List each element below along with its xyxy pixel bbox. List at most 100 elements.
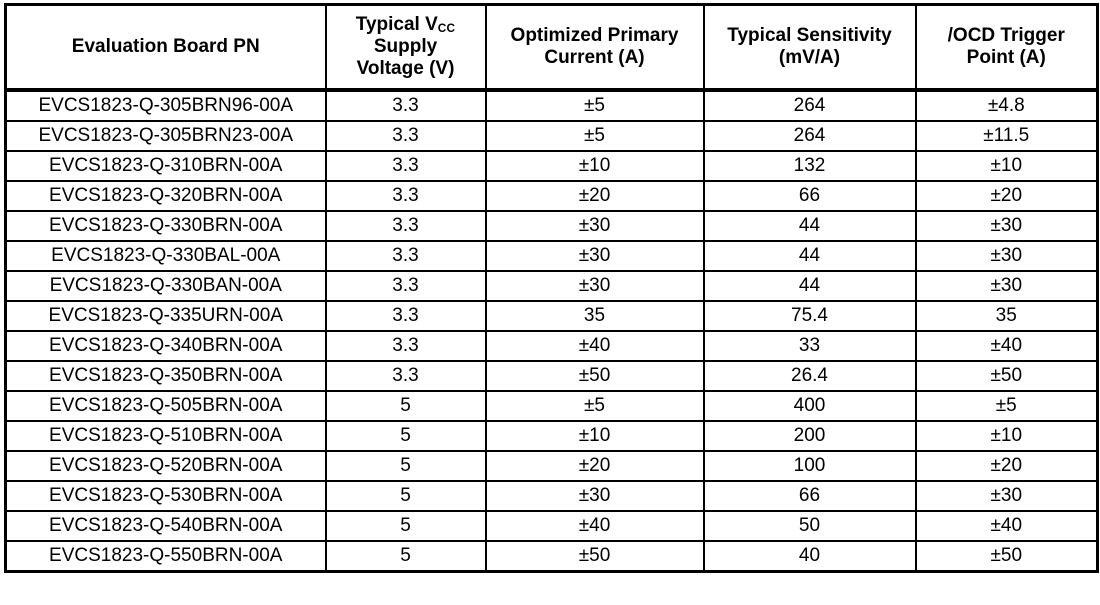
cell-vcc: 3.3 — [324, 89, 487, 122]
cell-pn: EVCS1823-Q-330BAN-00A — [4, 270, 327, 302]
cell-current: ±5 — [484, 390, 705, 422]
table-row: EVCS1823-Q-330BRN-00A 3.3 ±30 44 ±30 — [4, 210, 1099, 242]
table-header: Evaluation Board PN Typical VCC Supply V… — [4, 3, 1099, 92]
header-line: Optimized Primary — [510, 25, 679, 47]
cell-pn: EVCS1823-Q-305BRN23-00A — [4, 120, 327, 152]
col-header-ocd-trigger-point: /OCD Trigger Point (A) — [914, 3, 1099, 92]
cell-vcc: 3.3 — [324, 270, 487, 302]
cell-sensitivity: 400 — [702, 390, 917, 422]
document-page: Evaluation Board PN Typical VCC Supply V… — [4, 3, 1099, 573]
cell-vcc: 5 — [324, 480, 487, 512]
header-row: Evaluation Board PN Typical VCC Supply V… — [4, 3, 1099, 92]
cell-ocd: ±20 — [914, 450, 1099, 482]
cell-ocd: ±40 — [914, 330, 1099, 362]
cell-current: ±30 — [484, 240, 705, 272]
cell-pn: EVCS1823-Q-310BRN-00A — [4, 150, 327, 182]
cell-ocd: ±4.8 — [914, 89, 1099, 122]
header-line: /OCD Trigger — [947, 25, 1065, 47]
cell-current: ±30 — [484, 270, 705, 302]
cell-vcc: 3.3 — [324, 360, 487, 392]
header-line: Evaluation Board PN — [71, 36, 260, 58]
cell-vcc: 5 — [324, 420, 487, 452]
table-row: EVCS1823-Q-510BRN-00A 5 ±10 200 ±10 — [4, 420, 1099, 452]
cell-ocd: ±30 — [914, 480, 1099, 512]
cell-sensitivity: 44 — [702, 210, 917, 242]
cell-sensitivity: 200 — [702, 420, 917, 452]
cell-ocd: ±10 — [914, 150, 1099, 182]
cell-pn: EVCS1823-Q-520BRN-00A — [4, 450, 327, 482]
header-line: Point (A) — [966, 47, 1046, 68]
cell-pn: EVCS1823-Q-540BRN-00A — [4, 510, 327, 542]
cell-current: ±5 — [484, 120, 705, 152]
cell-current: ±50 — [484, 360, 705, 392]
cell-pn: EVCS1823-Q-335URN-00A — [4, 300, 327, 332]
cell-sensitivity: 66 — [702, 480, 917, 512]
cell-vcc: 3.3 — [324, 120, 487, 152]
cell-current: ±10 — [484, 150, 705, 182]
cell-sensitivity: 33 — [702, 330, 917, 362]
header-line: Supply — [373, 36, 438, 58]
cell-ocd: 35 — [914, 300, 1099, 332]
header-line: Typical V — [355, 14, 438, 36]
cell-vcc: 5 — [324, 390, 487, 422]
cell-current: ±20 — [484, 450, 705, 482]
cell-current: ±10 — [484, 420, 705, 452]
table-body: EVCS1823-Q-305BRN96-00A 3.3 ±5 264 ±4.8 EVCS1… — [4, 89, 1099, 573]
table-row: EVCS1823-Q-520BRN-00A 5 ±20 100 ±20 — [4, 450, 1099, 482]
table-row: EVCS1823-Q-530BRN-00A 5 ±30 66 ±30 — [4, 480, 1099, 512]
cell-sensitivity: 44 — [702, 240, 917, 272]
cell-pn: EVCS1823-Q-340BRN-00A — [4, 330, 327, 362]
cell-sensitivity: 75.4 — [702, 300, 917, 332]
cell-vcc: 3.3 — [324, 330, 487, 362]
cell-sensitivity: 50 — [702, 510, 917, 542]
cell-ocd: ±40 — [914, 510, 1099, 542]
cell-pn: EVCS1823-Q-550BRN-00A — [4, 540, 327, 573]
cell-vcc: 5 — [324, 510, 487, 542]
header-line: Voltage (V) — [356, 57, 455, 79]
table-row: EVCS1823-Q-305BRN23-00A 3.3 ±5 264 ±11.5 — [4, 120, 1099, 152]
table-row: EVCS1823-Q-330BAN-00A 3.3 ±30 44 ±30 — [4, 270, 1099, 302]
cell-current: ±40 — [484, 510, 705, 542]
col-header-optimized-primary-current: Optimized Primary Current (A) — [484, 3, 705, 92]
cell-ocd: ±5 — [914, 390, 1099, 422]
table-row: EVCS1823-Q-340BRN-00A 3.3 ±40 33 ±40 — [4, 330, 1099, 362]
eval-board-spec-table: Evaluation Board PN Typical VCC Supply V… — [4, 3, 1099, 573]
col-header-typical-vcc-supply-voltage: Typical VCC Supply Voltage (V) — [324, 3, 487, 92]
cell-ocd: ±30 — [914, 240, 1099, 272]
cell-sensitivity: 26.4 — [702, 360, 917, 392]
cell-ocd: ±11.5 — [914, 120, 1099, 152]
cell-pn: EVCS1823-Q-305BRN96-00A — [4, 89, 327, 122]
cell-pn: EVCS1823-Q-330BAL-00A — [4, 240, 327, 272]
cell-ocd: ±20 — [914, 180, 1099, 212]
cell-ocd: ±30 — [914, 210, 1099, 242]
cell-vcc: 3.3 — [324, 150, 487, 182]
cell-sensitivity: 66 — [702, 180, 917, 212]
cell-sensitivity: 264 — [702, 89, 917, 122]
cell-pn: EVCS1823-Q-505BRN-00A — [4, 390, 327, 422]
cell-vcc: 5 — [324, 540, 487, 573]
table-row: EVCS1823-Q-310BRN-00A 3.3 ±10 132 ±10 — [4, 150, 1099, 182]
cell-vcc: 5 — [324, 450, 487, 482]
cell-sensitivity: 132 — [702, 150, 917, 182]
cell-vcc: 3.3 — [324, 180, 487, 212]
cell-vcc: 3.3 — [324, 210, 487, 242]
cell-current: 35 — [484, 300, 705, 332]
cell-pn: EVCS1823-Q-350BRN-00A — [4, 360, 327, 392]
vcc-subscript: CC — [437, 21, 456, 35]
header-line: Typical Sensitivity — [727, 25, 892, 47]
col-header-evaluation-board-pn: Evaluation Board PN — [4, 3, 327, 92]
table-row: EVCS1823-Q-505BRN-00A 5 ±5 400 ±5 — [4, 390, 1099, 422]
col-header-typical-sensitivity: Typical Sensitivity (mV/A) — [702, 3, 917, 92]
table-row: EVCS1823-Q-335URN-00A 3.3 35 75.4 35 — [4, 300, 1099, 332]
cell-ocd: ±30 — [914, 270, 1099, 302]
table-row: EVCS1823-Q-540BRN-00A 5 ±40 50 ±40 — [4, 510, 1099, 542]
cell-pn: EVCS1823-Q-510BRN-00A — [4, 420, 327, 452]
table-row: EVCS1823-Q-305BRN96-00A 3.3 ±5 264 ±4.8 — [4, 89, 1099, 122]
cell-current: ±50 — [484, 540, 705, 573]
header-line: Current (A) — [544, 47, 645, 68]
cell-current: ±30 — [484, 480, 705, 512]
table-row: EVCS1823-Q-320BRN-00A 3.3 ±20 66 ±20 — [4, 180, 1099, 212]
cell-current: ±40 — [484, 330, 705, 362]
cell-vcc: 3.3 — [324, 240, 487, 272]
cell-pn: EVCS1823-Q-320BRN-00A — [4, 180, 327, 212]
